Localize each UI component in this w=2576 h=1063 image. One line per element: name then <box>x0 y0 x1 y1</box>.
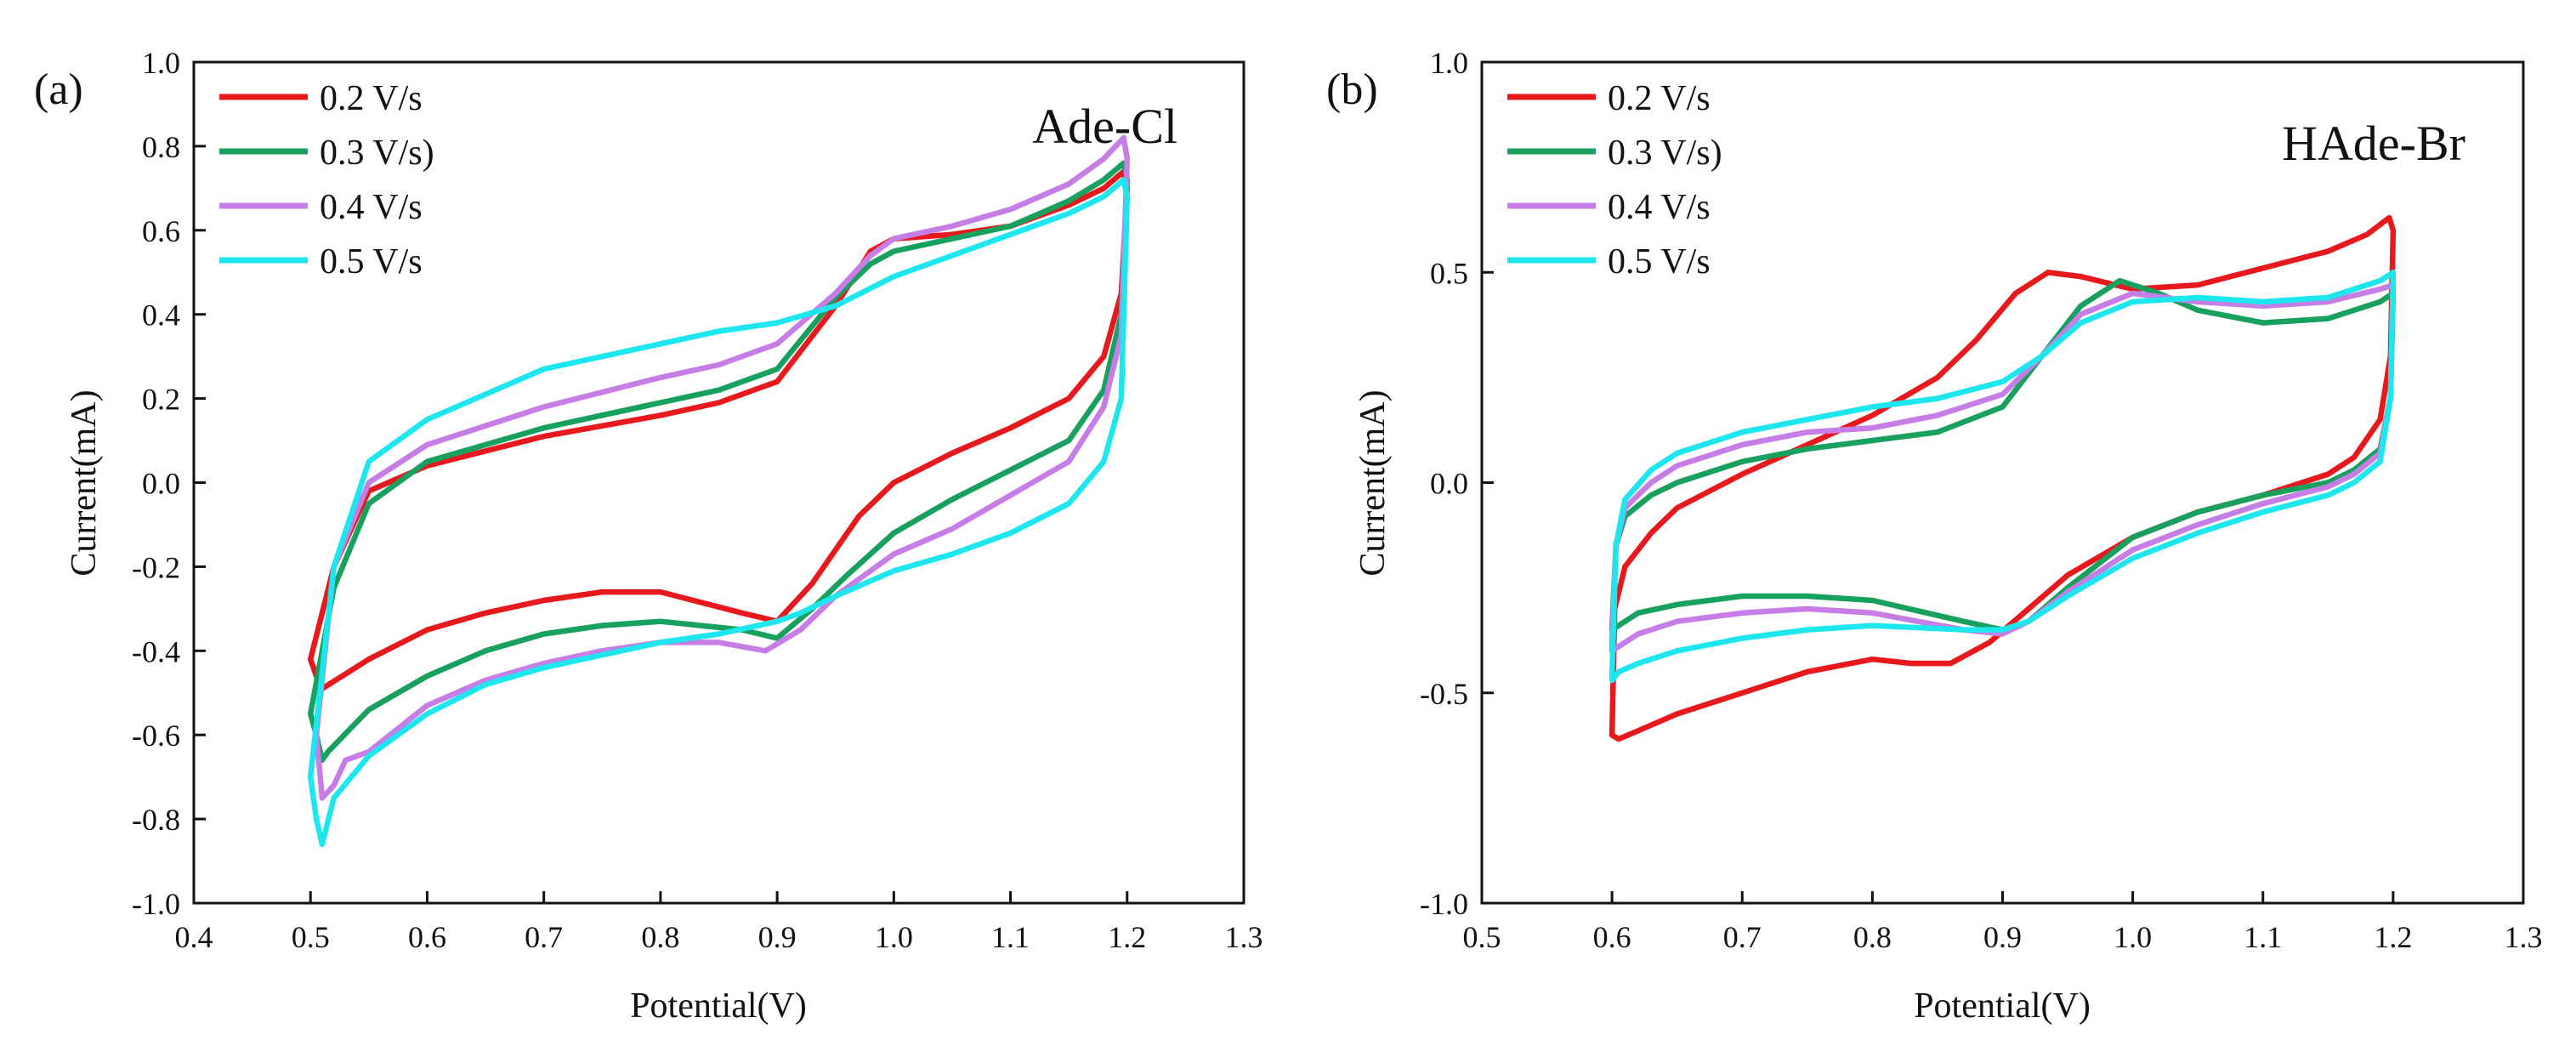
curves-b <box>1609 214 2397 742</box>
x-tick-label-b: 1.0 <box>2114 920 2152 954</box>
x-tick-label-a: 0.9 <box>758 920 797 954</box>
x-tick-label-a: 1.1 <box>991 920 1030 954</box>
x-tick-label-b: 1.2 <box>2374 920 2412 954</box>
y-tick-label-a: 0.8 <box>142 130 180 164</box>
x-axis-label-a: Potential(V) <box>630 986 807 1026</box>
legend-label-b-4: 0.5 V/s <box>1608 242 1711 281</box>
x-tick-label-b: 0.8 <box>1853 920 1892 954</box>
x-tick-label-b: 0.5 <box>1463 920 1501 954</box>
x-tick-label-a: 0.6 <box>408 920 446 954</box>
ticks-b <box>1480 60 2525 905</box>
x-tick-label-a: 0.8 <box>641 920 679 954</box>
x-tick-label-b: 1.1 <box>2244 920 2282 954</box>
y-tick-label-a: 1.0 <box>142 46 180 80</box>
y-tick-label-b: 0.5 <box>1430 256 1468 290</box>
y-tick-label-a: 0.6 <box>142 214 180 248</box>
y-tick-label-a: -1.0 <box>132 887 180 921</box>
x-tick-label-b: 0.9 <box>1983 920 2022 954</box>
y-axis-label-a: Current(mA) <box>65 389 104 576</box>
x-tick-labels-b: 0.5 0.6 0.7 0.8 0.9 1.0 1.1 1.2 1.3 <box>1463 920 2543 954</box>
y-tick-label-b: -1.0 <box>1420 887 1468 921</box>
x-axis-label-b: Potential(V) <box>1914 986 2091 1026</box>
y-tick-labels-a: -1.0 -0.8 -0.6 -0.4 -0.2 0.0 0.2 0.4 0.6 0.8 1.0 <box>132 46 180 921</box>
cv-curve-a-4 <box>307 177 1131 848</box>
y-tick-label-a: -0.8 <box>132 803 180 837</box>
x-tick-label-a: 1.3 <box>1225 920 1263 954</box>
cv-curve-b-2 <box>1609 277 2397 633</box>
x-tick-label-b: 0.7 <box>1723 920 1762 954</box>
x-tick-label-a: 0.7 <box>525 920 563 954</box>
y-tick-label-a: 0.4 <box>142 298 180 333</box>
cv-curve-a-1 <box>307 168 1131 692</box>
y-tick-label-a: 0.0 <box>142 467 180 501</box>
legend-label-a-2: 0.3 V/s) <box>320 134 434 173</box>
y-tick-label-b: 1.0 <box>1430 46 1468 80</box>
curves-a <box>307 134 1131 848</box>
legend-a: 0.2 V/s 0.3 V/s) 0.4 V/s 0.5 V/s <box>219 79 434 281</box>
y-tick-label-a: -0.6 <box>132 719 180 753</box>
y-tick-label-a: -0.4 <box>132 634 180 668</box>
legend-label-b-1: 0.2 V/s <box>1608 79 1711 118</box>
legend-label-b-3: 0.4 V/s <box>1608 188 1711 227</box>
panel-label-b: (b) <box>1326 65 1378 114</box>
x-tick-label-a: 1.2 <box>1108 920 1146 954</box>
legend-label-a-4: 0.5 V/s <box>320 242 423 281</box>
cv-curve-a-2 <box>307 160 1131 764</box>
chart-panel-a: (a) 0.4 0.5 0.6 0.7 0.8 0.9 1.0 1.1 1.2 1.3 -1.0-… <box>34 46 1263 1026</box>
x-tick-label-b: 0.6 <box>1593 920 1631 954</box>
panel-label-a: (a) <box>34 65 83 114</box>
y-tick-label-b: 0.0 <box>1430 467 1468 501</box>
x-tick-label-a: 0.4 <box>175 920 213 954</box>
sample-annotation-a: Ade-Cl <box>1032 99 1177 154</box>
sample-annotation-b: HAde-Br <box>2282 116 2465 171</box>
y-tick-label-b: -0.5 <box>1420 677 1468 711</box>
cv-curve-b-4 <box>1609 270 2397 684</box>
legend-label-a-1: 0.2 V/s <box>320 79 423 118</box>
x-tick-label-b: 1.3 <box>2505 920 2543 954</box>
x-tick-labels-a: 0.4 0.5 0.6 0.7 0.8 0.9 1.0 1.1 1.2 1.3 <box>175 920 1263 954</box>
cv-curve-a-3 <box>313 134 1131 801</box>
legend-label-b-2: 0.3 V/s) <box>1608 134 1722 173</box>
legend-label-a-3: 0.4 V/s <box>320 188 423 227</box>
y-tick-labels-b: -1.0 -0.5 0.0 0.5 1.0 <box>1420 46 1468 921</box>
x-tick-label-a: 0.5 <box>292 920 330 954</box>
x-tick-label-a: 1.0 <box>875 920 913 954</box>
y-tick-label-a: 0.2 <box>142 383 180 417</box>
y-tick-label-a: -0.2 <box>132 550 180 584</box>
cv-curve-b-1 <box>1609 214 2397 742</box>
ticks-a <box>192 60 1245 905</box>
legend-b: 0.2 V/s 0.3 V/s) 0.4 V/s 0.5 V/s <box>1507 79 1722 281</box>
y-axis-label-b: Current(mA) <box>1353 389 1393 576</box>
chart-panel-b: (b) 0.5 0.6 0.7 0.8 0.9 1.0 1.1 1.2 1.3 -1.0 -0.5… <box>1326 46 2543 1026</box>
